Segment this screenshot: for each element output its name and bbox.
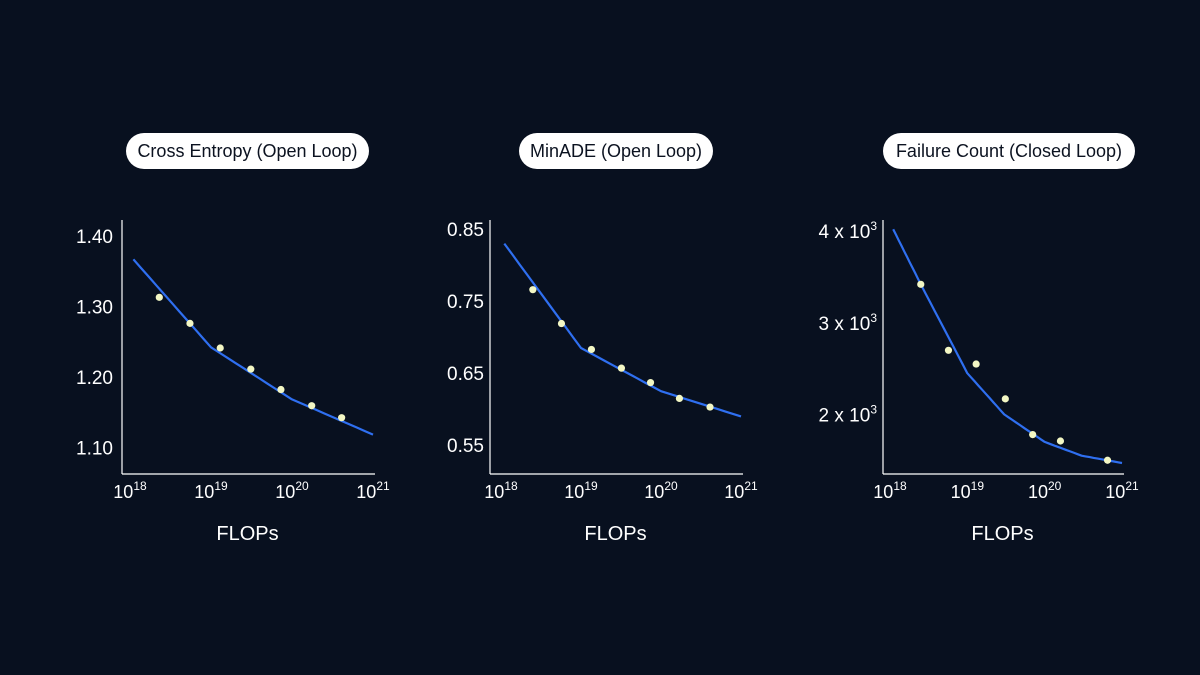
data-point (308, 402, 316, 410)
data-point (155, 293, 163, 301)
y-tick-label: 0.85 (447, 220, 484, 241)
x-axis-label: FLOPs (971, 523, 1033, 545)
data-point (338, 414, 346, 422)
y-tick-label: 1.10 (76, 438, 113, 459)
data-point (1056, 437, 1065, 445)
chart-title-failure-count: Failure Count (Closed Loop) (883, 133, 1135, 169)
data-point (216, 344, 224, 352)
fit-line (892, 228, 1123, 465)
x-tick-label: 1019 (194, 479, 228, 502)
data-point (675, 394, 684, 402)
data-point (1103, 456, 1112, 464)
data-point (247, 365, 255, 373)
x-tick-label: 1021 (356, 479, 390, 502)
data-point (944, 346, 953, 354)
x-tick-label: 1020 (275, 479, 309, 502)
data-point (1001, 395, 1009, 403)
data-point (972, 360, 980, 368)
x-axis-label: FLOPs (584, 523, 646, 545)
chart-title-minade: MinADE (Open Loop) (519, 133, 713, 169)
data-point (277, 385, 285, 394)
data-point (557, 319, 566, 328)
x-tick-label: 1020 (1028, 479, 1062, 502)
fit-line (132, 258, 374, 436)
data-point (529, 286, 537, 294)
y-tick-label: 1.20 (76, 368, 113, 389)
x-tick-label: 1020 (644, 479, 678, 502)
data-point (587, 345, 596, 354)
y-tick-label: 1.40 (76, 227, 113, 248)
x-axis-label: FLOPs (216, 523, 278, 545)
data-point (706, 403, 714, 411)
y-tick-label: 0.75 (447, 292, 484, 313)
y-tick-label: 3 x 103 (819, 311, 878, 335)
data-point (917, 280, 925, 288)
fit-line (503, 242, 742, 418)
data-point (646, 378, 655, 387)
data-point (1029, 430, 1037, 439)
chart-2: 4 x 103 3 x 103 2 x 103 1018 1019 1020 1021 FLO… (819, 219, 1139, 545)
y-tick-label: 0.55 (447, 436, 484, 457)
x-tick-label: 1021 (724, 479, 758, 502)
y-tick-label: 4 x 103 (819, 219, 878, 243)
chart-1: 0.85 0.75 0.65 0.55 1018 1019 1020 1021 FLOPs (447, 220, 758, 545)
data-point (186, 319, 194, 327)
chart-title-cross-entropy: Cross Entropy (Open Loop) (126, 133, 369, 169)
x-tick-label: 1018 (113, 479, 147, 502)
y-tick-label: 2 x 103 (819, 402, 878, 426)
x-tick-label: 1018 (484, 479, 518, 502)
x-tick-label: 1018 (873, 479, 907, 502)
data-point (617, 364, 626, 372)
y-tick-label: 1.30 (76, 297, 113, 318)
y-tick-label: 0.65 (447, 364, 484, 385)
x-tick-label: 1019 (951, 479, 985, 502)
x-tick-label: 1019 (564, 479, 598, 502)
x-tick-label: 1021 (1105, 479, 1139, 502)
